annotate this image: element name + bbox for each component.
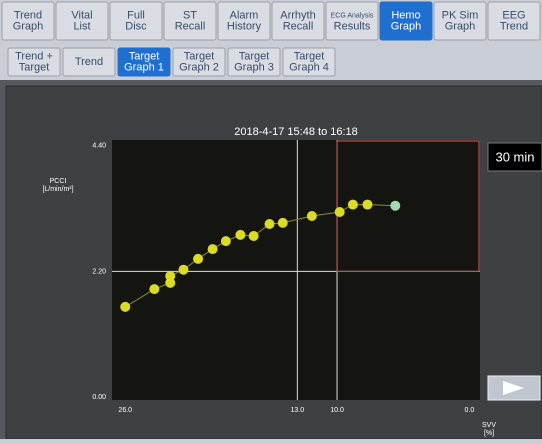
chart-title: 2018-4-17 15:48 to 16:18 [234, 126, 358, 138]
data-point [149, 284, 160, 295]
data-point [264, 219, 275, 229]
y-tick-label: 2.20 [92, 268, 106, 275]
play-icon [503, 381, 524, 395]
tab-label: Graph 4 [289, 61, 329, 73]
tab[interactable] [172, 47, 226, 77]
tab-label: Graph [391, 20, 422, 32]
tab[interactable] [117, 47, 171, 77]
y-axis-label: PCCI [50, 178, 67, 185]
time-span: 30 min [495, 149, 534, 164]
tab-label: Graph 3 [234, 61, 274, 73]
tab-label: Recall [175, 20, 206, 32]
plot-area [112, 140, 480, 400]
time-span-box[interactable] [487, 142, 542, 172]
tab[interactable] [227, 47, 281, 77]
tab[interactable] [282, 47, 336, 77]
x-axis-label: [%] [484, 430, 494, 437]
tab-label: PK Sim [442, 9, 479, 21]
tab-label: Trend [75, 56, 103, 68]
target-region [336, 140, 480, 273]
tab-label: Graph 2 [179, 61, 219, 73]
data-point [165, 271, 176, 281]
tab[interactable] [163, 1, 217, 41]
tab-label: EEG [502, 9, 525, 21]
tab-label: ST [183, 9, 197, 21]
tab-label: Target [129, 50, 160, 62]
data-point [277, 217, 288, 228]
tab[interactable] [55, 1, 109, 41]
tab-label: Disc [125, 20, 147, 32]
tab-label: Results [334, 20, 371, 32]
tab[interactable] [109, 1, 163, 41]
tab[interactable] [62, 47, 116, 77]
tab-label: Vital [71, 9, 92, 21]
tab-label: ECG Analysis [331, 12, 374, 19]
tab[interactable] [1, 1, 55, 41]
tab[interactable] [433, 1, 487, 41]
tab[interactable] [271, 1, 325, 41]
tab-label: Target [294, 50, 325, 62]
tab-label: Trend [14, 9, 42, 21]
tab-label: Target [184, 50, 215, 62]
tab[interactable] [379, 1, 433, 41]
data-point [178, 264, 189, 275]
data-point [306, 211, 317, 221]
tab-label: Recall [283, 20, 314, 32]
data-point [207, 244, 218, 255]
data-point [235, 229, 246, 240]
data-point [248, 231, 259, 241]
x-tick-label: 13.0 [291, 407, 305, 414]
x-tick-label: 10.0 [330, 407, 344, 414]
tab-label: Target [239, 50, 270, 62]
data-point [347, 199, 358, 210]
tab[interactable] [325, 1, 379, 41]
tab-label: Full [127, 9, 145, 21]
x-tick-label: 0.0 [465, 407, 475, 414]
data-point [334, 207, 345, 217]
data-point [390, 200, 401, 211]
y-tick-label: 0.00 [92, 394, 106, 401]
tab-label: Graph [13, 20, 44, 32]
data-point [362, 199, 373, 210]
tab-label: Graph [445, 20, 476, 32]
y-tick-label: 4.40 [92, 143, 106, 150]
data-point [120, 301, 131, 312]
tab-label: Arrhyth [280, 9, 315, 21]
data-point [220, 236, 231, 247]
tab[interactable] [7, 47, 61, 77]
data-point [193, 253, 204, 264]
tab-label: List [73, 20, 90, 32]
tab-label: Target [19, 61, 50, 73]
tab-label: Graph 1 [124, 61, 164, 73]
tab-label: Hemo [391, 9, 420, 21]
tab-label: Trend + [15, 50, 53, 62]
tab[interactable] [487, 1, 541, 41]
tab-label: Trend [500, 20, 528, 32]
x-axis-label: SVV [482, 422, 496, 429]
tab-label: Alarm [230, 9, 259, 21]
tab-label: History [227, 20, 262, 32]
data-point [165, 277, 176, 288]
y-axis-label: [L/min/m²] [42, 186, 73, 193]
x-tick-label: 26.0 [118, 407, 132, 414]
tab[interactable] [217, 1, 271, 41]
